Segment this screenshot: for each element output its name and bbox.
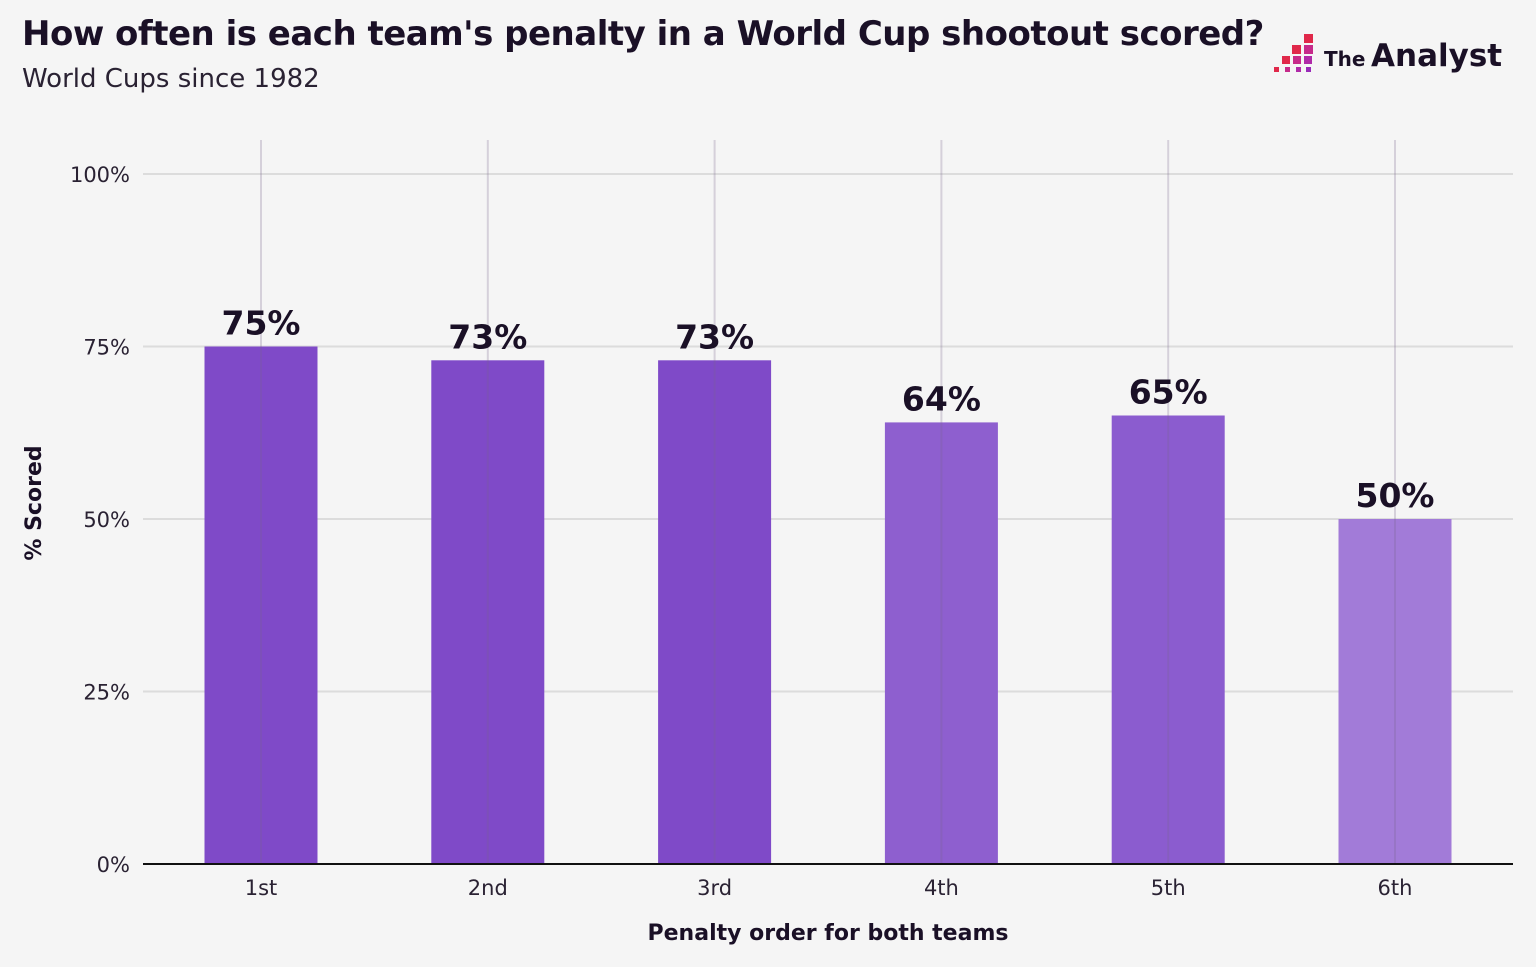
y-tick-label: 75% xyxy=(83,336,130,360)
data-label: 65% xyxy=(1129,373,1208,412)
y-axis-title: % Scored xyxy=(22,445,47,560)
bar xyxy=(204,346,318,864)
data-label: 50% xyxy=(1356,476,1435,515)
y-tick-label: 100% xyxy=(70,163,130,187)
bar xyxy=(431,360,545,864)
x-tick-label: 3rd xyxy=(697,876,732,900)
bar xyxy=(658,360,772,864)
data-label: 75% xyxy=(222,304,301,343)
data-label: 64% xyxy=(902,379,981,418)
data-label: 73% xyxy=(448,317,527,356)
x-tick-label: 5th xyxy=(1151,876,1186,900)
y-tick-label: 0% xyxy=(97,853,130,877)
x-tick-label: 1st xyxy=(245,876,278,900)
y-tick-label: 50% xyxy=(83,508,130,532)
y-tick-label: 25% xyxy=(83,681,130,705)
chart-title: How often is each team's penalty in a Wo… xyxy=(22,14,1264,54)
x-axis-title: Penalty order for both teams xyxy=(648,921,1009,946)
bar xyxy=(1338,519,1452,864)
data-label: 73% xyxy=(675,317,754,356)
logo-mark-icon xyxy=(1274,34,1313,72)
x-tick-label: 6th xyxy=(1378,876,1413,900)
chart-subtitle: World Cups since 1982 xyxy=(22,64,320,94)
bar xyxy=(884,422,998,864)
x-tick-label: 4th xyxy=(924,876,959,900)
logo-the: The xyxy=(1324,47,1366,71)
logo-analyst: Analyst xyxy=(1371,38,1503,74)
the-analyst-logo: The Analyst xyxy=(1272,34,1512,78)
x-tick-label: 2nd xyxy=(468,876,508,900)
bar xyxy=(1111,415,1225,864)
